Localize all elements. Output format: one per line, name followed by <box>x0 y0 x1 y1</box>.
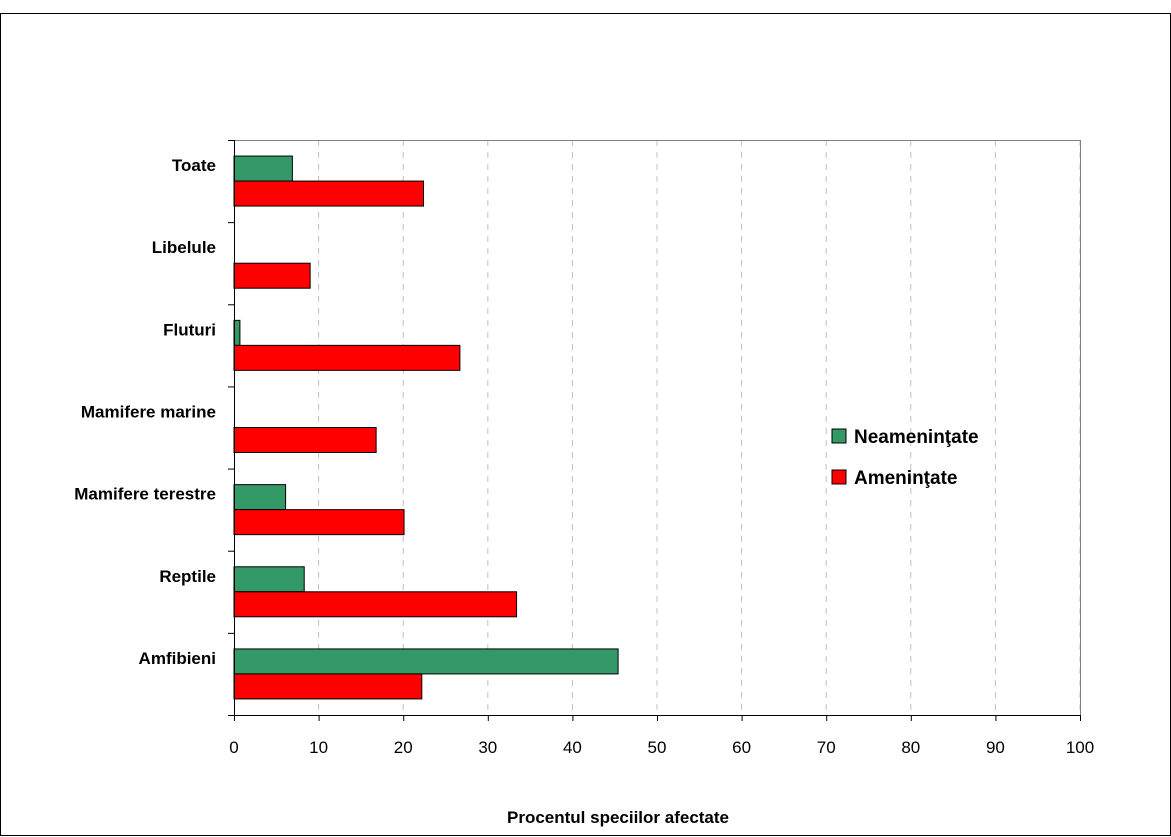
category-label: Mamifere terestre <box>74 485 216 504</box>
bar-neamenintate <box>234 156 292 181</box>
x-tick-label: 100 <box>1066 738 1094 757</box>
x-tick-label: 0 <box>229 738 238 757</box>
category-label: Reptile <box>159 567 216 586</box>
legend-swatch <box>832 470 846 484</box>
x-tick-label: 20 <box>394 738 413 757</box>
bar-amenintate <box>234 592 517 617</box>
x-axis-title: Procentul speciilor afectate <box>507 808 729 827</box>
legend-label: Ameninţate <box>854 468 957 489</box>
x-tick-label: 40 <box>563 738 582 757</box>
bar-amenintate <box>234 181 424 206</box>
category-label: Mamifere marine <box>81 403 216 422</box>
bar-amenintate <box>234 345 460 370</box>
category-label: Toate <box>172 156 216 175</box>
bar-neamenintate <box>234 649 618 674</box>
x-tick-label: 50 <box>648 738 667 757</box>
bar-amenintate <box>234 263 310 288</box>
x-tick-label: 60 <box>732 738 751 757</box>
bar-neamenintate <box>234 485 286 510</box>
x-tick-label: 80 <box>901 738 920 757</box>
category-label: Libelule <box>152 238 216 257</box>
legend-swatch <box>832 429 846 443</box>
category-label: Amfibieni <box>139 649 216 668</box>
bar-amenintate <box>234 428 376 453</box>
bar-amenintate <box>234 674 422 699</box>
x-tick-label: 10 <box>309 738 328 757</box>
x-tick-label: 70 <box>817 738 836 757</box>
legend-label: Neameninţate <box>854 427 979 448</box>
bar-neamenintate <box>234 567 304 592</box>
x-tick-label: 30 <box>478 738 497 757</box>
category-label: Fluturi <box>163 320 216 339</box>
bar-amenintate <box>234 510 404 535</box>
x-tick-label: 90 <box>986 738 1005 757</box>
chart-border <box>1 14 1171 836</box>
